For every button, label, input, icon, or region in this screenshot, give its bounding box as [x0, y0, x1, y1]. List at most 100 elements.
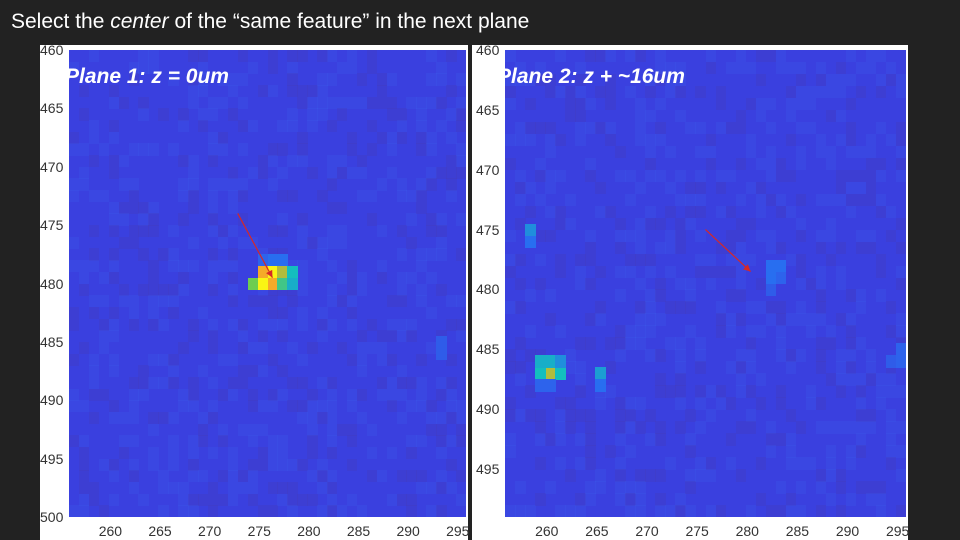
heatmap-cell — [515, 253, 526, 267]
heatmap-cell — [198, 470, 209, 483]
heatmap-cell — [148, 271, 159, 284]
heatmap-cell — [366, 446, 378, 460]
heatmap-cell — [148, 225, 159, 238]
heatmap-cell — [297, 225, 308, 238]
heatmap-cell — [545, 229, 556, 243]
heatmap-cell — [317, 470, 328, 483]
heatmap-cell — [775, 193, 787, 207]
heatmap-cell — [426, 50, 437, 63]
heatmap-cell — [725, 397, 737, 410]
heatmap-cell — [297, 50, 308, 63]
y-tick-label: 475 — [476, 221, 500, 238]
heatmap-cell — [525, 205, 536, 219]
heatmap-cell — [207, 131, 219, 144]
heatmap-cell — [287, 400, 298, 413]
heatmap-cell — [815, 349, 827, 362]
heatmap-cell — [855, 445, 867, 458]
y-tick-label: 490 — [40, 392, 64, 409]
heatmap-cell — [795, 193, 807, 207]
heatmap-cell — [267, 318, 278, 331]
heatmap-cell — [795, 265, 807, 278]
heatmap-cell — [237, 190, 249, 203]
heatmap-cell — [78, 85, 90, 98]
heatmap-cell — [825, 253, 837, 267]
heatmap-cell — [456, 330, 466, 343]
plane-2-heatmap[interactable] — [505, 50, 906, 517]
heatmap-cell — [446, 376, 457, 390]
heatmap-cell — [138, 493, 149, 506]
heatmap-cell — [845, 97, 857, 111]
heatmap-cell — [755, 493, 767, 506]
heatmap-cell — [277, 446, 288, 460]
heatmap-cell — [267, 155, 278, 168]
heatmap-cell — [277, 166, 288, 179]
heatmap-cell — [635, 325, 646, 338]
heatmap-cell — [815, 133, 827, 147]
heatmap-cell — [675, 361, 686, 374]
heatmap-cell — [745, 97, 757, 111]
heatmap-cell — [148, 213, 159, 226]
heatmap-cell — [267, 50, 278, 63]
heatmap-cell — [207, 260, 219, 273]
annotation-arrow — [705, 229, 752, 272]
heatmap-cell — [515, 73, 526, 87]
heatmap-cell — [585, 337, 596, 350]
heatmap-cell — [98, 341, 110, 355]
heatmap-cell — [705, 145, 717, 159]
heatmap-cell — [168, 458, 179, 471]
heatmap-cell — [875, 481, 887, 494]
heatmap-cell — [785, 493, 797, 506]
heatmap-cell — [138, 388, 149, 401]
heatmap-cell — [426, 96, 437, 109]
heatmap-cell — [645, 433, 656, 446]
heatmap-cell — [416, 295, 427, 308]
heatmap-cell — [376, 470, 388, 483]
heatmap-cell — [247, 493, 259, 506]
x-tick-label: 275 — [685, 523, 709, 539]
heatmap-cell — [675, 73, 686, 87]
heatmap-cell — [665, 301, 676, 314]
heatmap-cell — [545, 145, 556, 159]
heatmap-cell — [366, 341, 378, 355]
heatmap-cell — [845, 181, 857, 195]
heatmap-cell — [297, 143, 308, 156]
heatmap-cell — [715, 121, 727, 135]
heatmap-cell — [865, 493, 877, 506]
heatmap-cell — [207, 411, 219, 425]
heatmap-cell — [515, 361, 526, 374]
heatmap-cell — [69, 236, 80, 249]
heatmap-cell — [426, 341, 437, 355]
heatmap-cell — [655, 61, 666, 75]
heatmap-cell — [366, 423, 378, 436]
heatmap-cell — [297, 283, 308, 296]
heatmap-cell — [825, 73, 837, 87]
heatmap-hotspot-cell — [436, 347, 447, 360]
heatmap-cell — [585, 457, 596, 470]
heatmap-cell — [755, 157, 767, 171]
heatmap-cell — [775, 241, 787, 255]
heatmap-cell — [307, 85, 318, 98]
heatmap-cell — [446, 388, 457, 401]
heatmap-cell — [635, 469, 646, 482]
heatmap-cell — [386, 318, 398, 331]
heatmap-cell — [885, 73, 897, 87]
heatmap-cell — [675, 301, 686, 314]
x-tick-label: 265 — [585, 523, 609, 539]
heatmap-cell — [885, 229, 897, 243]
heatmap-cell — [178, 190, 189, 203]
heatmap-cell — [835, 505, 847, 517]
heatmap-cell — [815, 505, 827, 517]
heatmap-cell — [78, 493, 90, 506]
x-tick-label: 265 — [148, 523, 172, 539]
heatmap-cell — [825, 193, 837, 207]
heatmap-cell — [655, 421, 666, 434]
plane-1-heatmap[interactable] — [69, 50, 466, 517]
heatmap-cell — [575, 433, 586, 446]
heatmap-cell — [217, 143, 229, 156]
heatmap-cell — [565, 361, 576, 374]
heatmap-cell — [247, 295, 259, 308]
heatmap-hotspot-cell — [885, 355, 897, 368]
heatmap-cell — [655, 289, 666, 302]
heatmap-cell — [446, 178, 457, 191]
heatmap-cell — [267, 353, 278, 366]
